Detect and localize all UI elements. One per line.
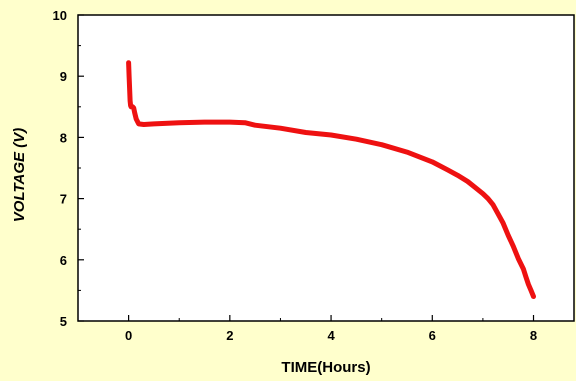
plot-area (77, 14, 575, 322)
voltage-series-line (126, 60, 536, 299)
x-tick-label: 8 (530, 328, 537, 343)
x-tick-label: 2 (226, 328, 233, 343)
tick-labels: 0 2 4 6 8 5 6 7 8 9 10 (53, 8, 538, 343)
x-tick-label: 4 (327, 328, 335, 343)
x-tick-label: 6 (429, 328, 436, 343)
y-tick-label: 7 (60, 192, 67, 207)
x-axis-label: TIME(Hours) (281, 359, 370, 376)
y-tick-label: 9 (60, 69, 67, 84)
y-tick-label: 8 (60, 130, 67, 145)
axis-ticks (78, 14, 535, 322)
y-tick-label: 5 (60, 314, 67, 329)
x-tick-label: 0 (125, 328, 132, 343)
y-tick-label: 10 (53, 8, 67, 23)
y-axis-label: VOLTAGE (V) (11, 128, 28, 222)
y-tick-label: 6 (60, 253, 67, 268)
